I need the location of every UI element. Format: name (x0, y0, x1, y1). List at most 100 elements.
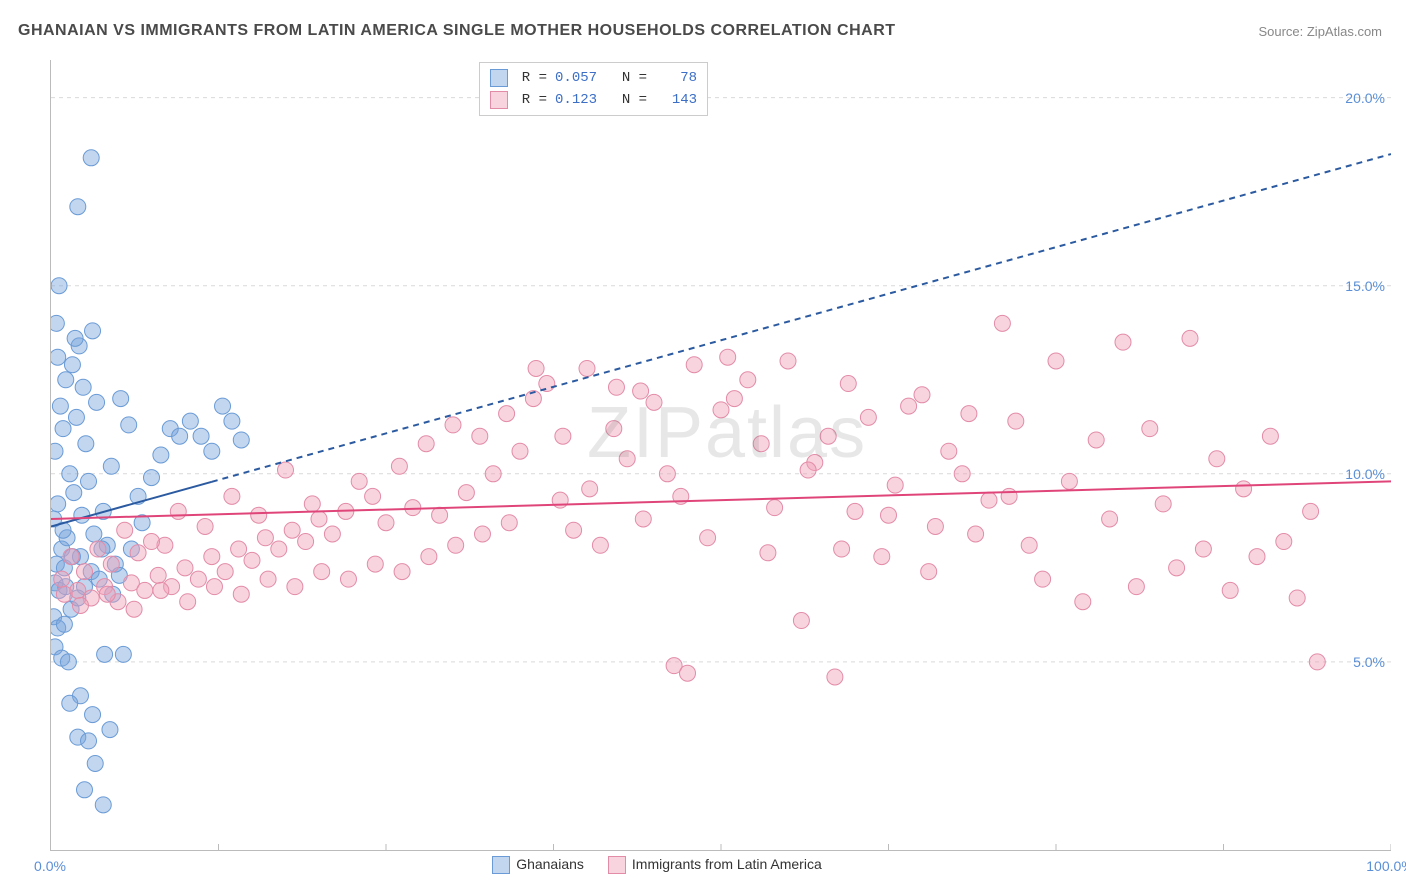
scatter-point (233, 586, 249, 602)
scatter-point (193, 428, 209, 444)
scatter-point (340, 571, 356, 587)
scatter-point (244, 552, 260, 568)
stats-legend-row: R =0.057 N =78 (490, 67, 697, 89)
scatter-point (172, 428, 188, 444)
scatter-point (51, 496, 66, 512)
trend-line-dashed (212, 154, 1391, 482)
series-legend: GhanaiansImmigrants from Latin America (492, 856, 822, 874)
scatter-point (102, 722, 118, 738)
scatter-point (1128, 579, 1144, 595)
scatter-point (981, 492, 997, 508)
scatter-point (1236, 481, 1252, 497)
source-label: Source: ZipAtlas.com (1258, 24, 1382, 39)
scatter-point (1048, 353, 1064, 369)
scatter-point (367, 556, 383, 572)
scatter-point (713, 402, 729, 418)
scatter-point (77, 564, 93, 580)
scatter-point (1155, 496, 1171, 512)
scatter-point (448, 537, 464, 553)
scatter-point (421, 549, 437, 565)
scatter-point (81, 473, 97, 489)
scatter-point (887, 477, 903, 493)
scatter-point (633, 383, 649, 399)
scatter-point (51, 315, 64, 331)
scatter-point (800, 462, 816, 478)
scatter-point (95, 797, 111, 813)
scatter-point (87, 755, 103, 771)
stat-r-value: 0.123 (555, 89, 597, 111)
scatter-point (793, 613, 809, 629)
scatter-point (304, 496, 320, 512)
scatter-point (153, 582, 169, 598)
scatter-point (659, 466, 675, 482)
scatter-point (445, 417, 461, 433)
scatter-point (324, 526, 340, 542)
scatter-point (780, 353, 796, 369)
y-tick-label: 20.0% (1330, 90, 1385, 106)
scatter-point (881, 507, 897, 523)
scatter-point (153, 447, 169, 463)
scatter-point (1209, 451, 1225, 467)
scatter-plot: ZIPatlas (50, 60, 1391, 851)
stats-legend-row: R =0.123 N =143 (490, 89, 697, 111)
scatter-point (1182, 330, 1198, 346)
scatter-point (97, 646, 113, 662)
scatter-point (921, 564, 937, 580)
scatter-point (197, 518, 213, 534)
scatter-point (994, 315, 1010, 331)
scatter-point (177, 560, 193, 576)
scatter-point (740, 372, 756, 388)
scatter-point (555, 428, 571, 444)
scatter-point (432, 507, 448, 523)
scatter-point (1249, 549, 1265, 565)
scatter-point (1169, 560, 1185, 576)
scatter-point (474, 526, 490, 542)
legend-swatch (490, 69, 508, 87)
scatter-point (284, 522, 300, 538)
scatter-point (81, 733, 97, 749)
scatter-point (1021, 537, 1037, 553)
scatter-point (62, 466, 78, 482)
scatter-point (103, 458, 119, 474)
scatter-point (51, 443, 63, 459)
scatter-point (914, 387, 930, 403)
scatter-point (180, 594, 196, 610)
scatter-point (55, 421, 71, 437)
scatter-point (74, 507, 90, 523)
scatter-point (1142, 421, 1158, 437)
scatter-point (75, 379, 91, 395)
scatter-point (58, 372, 74, 388)
scatter-point (954, 466, 970, 482)
scatter-point (391, 458, 407, 474)
scatter-point (760, 545, 776, 561)
legend-swatch (490, 91, 508, 109)
scatter-point (485, 466, 501, 482)
scatter-point (85, 707, 101, 723)
scatter-point (365, 488, 381, 504)
scatter-point (901, 398, 917, 414)
scatter-point (686, 357, 702, 373)
scatter-point (90, 541, 106, 557)
scatter-point (103, 556, 119, 572)
scatter-point (1008, 413, 1024, 429)
scatter-point (182, 413, 198, 429)
scatter-point (472, 428, 488, 444)
scatter-point (130, 545, 146, 561)
scatter-point (260, 571, 276, 587)
stats-legend: R =0.057 N =78R =0.123 N =143 (479, 62, 708, 116)
scatter-point (190, 571, 206, 587)
scatter-point (311, 511, 327, 527)
scatter-point (820, 428, 836, 444)
scatter-point (56, 616, 72, 632)
scatter-point (1001, 488, 1017, 504)
scatter-point (1075, 594, 1091, 610)
scatter-point (215, 398, 231, 414)
scatter-point (64, 357, 80, 373)
scatter-point (217, 564, 233, 580)
stat-r-label: R = (522, 89, 547, 111)
scatter-point (1088, 432, 1104, 448)
scatter-point (78, 436, 94, 452)
scatter-point (72, 597, 88, 613)
stat-n-label: N = (605, 89, 647, 111)
scatter-point (150, 567, 166, 583)
